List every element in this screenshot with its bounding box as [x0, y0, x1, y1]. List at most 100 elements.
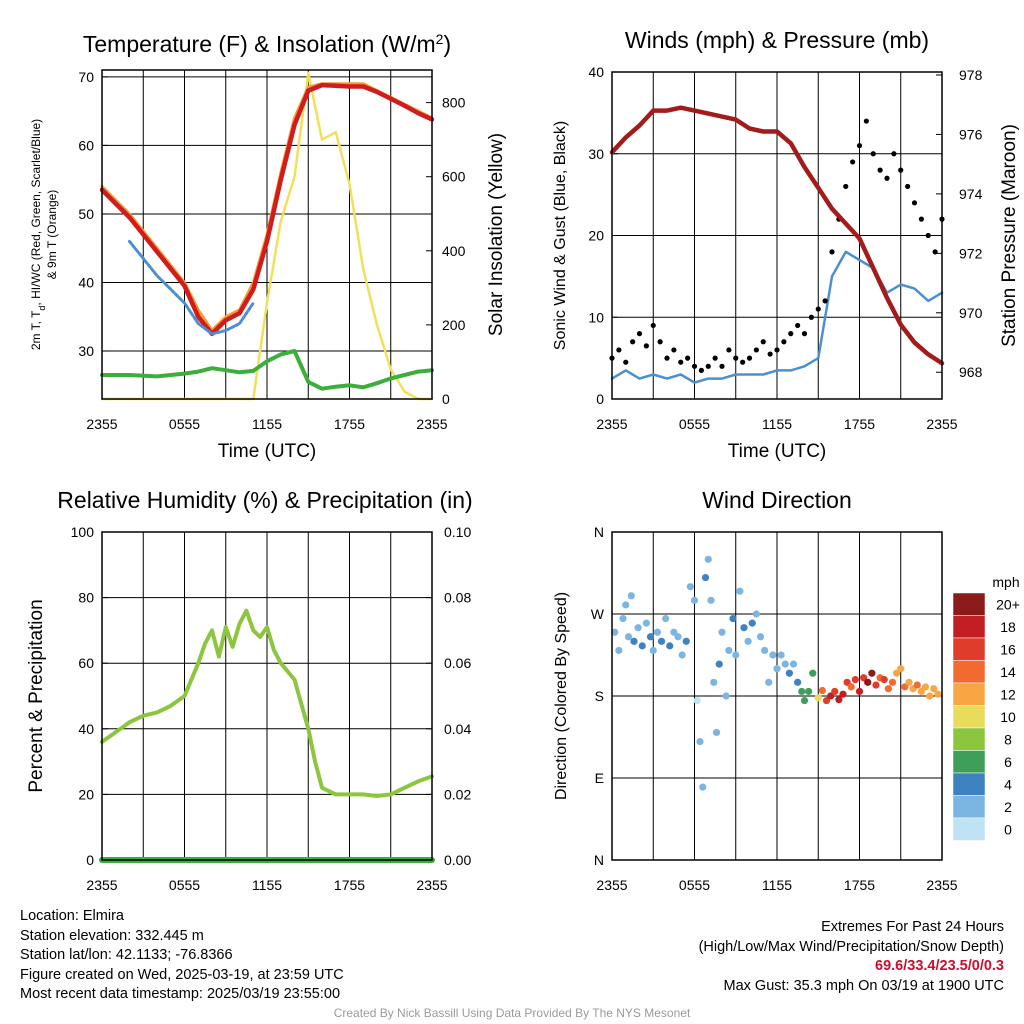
- direction-point: [818, 686, 826, 695]
- colorbar-label: 2: [1004, 799, 1012, 815]
- x-tick-label: 2355: [926, 877, 957, 893]
- direction-point: [682, 637, 690, 645]
- y-axis-label: Percent & Precipitation: [26, 599, 47, 792]
- y2-tick-label: 400: [442, 243, 466, 259]
- gust-point: [746, 355, 753, 361]
- direction-point: [718, 628, 726, 636]
- colorbar-swatch: [952, 637, 986, 661]
- extremes-title: Extremes For Past 24 Hours: [821, 919, 1004, 935]
- x-tick-label: 1755: [334, 416, 365, 432]
- direction-point: [835, 696, 843, 704]
- title-superscript: 2: [436, 31, 444, 47]
- y-label-part: , HI/WC (Red, Green, Scarlet/Blue): [29, 119, 43, 306]
- most-recent-timestamp: Most recent data timestamp: 2025/03/19 2…: [20, 986, 341, 1003]
- y-tick-label: 20: [588, 228, 604, 244]
- direction-point: [897, 665, 905, 673]
- y-tick-label: N: [594, 852, 604, 868]
- direction-point: [831, 687, 839, 696]
- series-line: [128, 239, 255, 336]
- gust-point: [719, 363, 725, 369]
- y-tick-label: W: [591, 606, 605, 622]
- gust-point: [788, 331, 794, 337]
- y-axis-label: 2m T, Td, HI/WC (Red, Green, Scarlet/Blu…: [29, 119, 47, 350]
- gust-point: [657, 339, 663, 345]
- x-axis-label: Time (UTC): [218, 441, 317, 462]
- gust-point: [808, 314, 814, 320]
- y-tick-label: 70: [78, 69, 94, 85]
- direction-point: [809, 669, 817, 677]
- y-tick-label: S: [595, 688, 604, 704]
- direction-point: [722, 692, 730, 700]
- direction-point: [693, 696, 701, 705]
- direction-point: [901, 683, 909, 691]
- y2-tick-label: 976: [959, 126, 983, 142]
- y-axis-label: Direction (Colored By Speed): [553, 592, 570, 800]
- gust-point: [774, 347, 780, 353]
- extremes-values: 69.6/33.4/23.5/0/0.3: [875, 958, 1004, 975]
- plot-border: [101, 531, 433, 861]
- x-tick-label: 0555: [169, 416, 200, 432]
- direction-point: [884, 685, 892, 693]
- direction-point: [666, 642, 674, 650]
- gust-point: [925, 232, 931, 239]
- gust-point: [705, 363, 711, 369]
- gust-point: [781, 339, 787, 345]
- gust-point: [671, 347, 677, 353]
- direction-point: [769, 651, 777, 659]
- colorbar-label: 16: [1000, 641, 1016, 657]
- gust-point: [691, 363, 698, 369]
- y-axis-label: Sonic Wind & Gust (Blue, Black): [552, 121, 569, 350]
- y-tick-label: 0: [596, 391, 604, 407]
- direction-point: [611, 628, 619, 636]
- y-tick-label: 10: [588, 309, 604, 325]
- extremes-fields: (High/Low/Max Wind/Precipitation/Snow De…: [698, 938, 1004, 955]
- gust-point: [815, 306, 821, 312]
- colorbar-label: 18: [1000, 619, 1016, 635]
- direction-point: [913, 681, 921, 689]
- y2-tick-label: 200: [442, 317, 466, 333]
- direction-point: [707, 596, 715, 604]
- direction-point: [690, 596, 699, 604]
- x-tick-label: 2355: [596, 416, 627, 432]
- direction-point: [729, 614, 737, 623]
- y-axis-label-line2: & 9m T (Orange): [45, 190, 59, 280]
- y-tick-label: 30: [588, 146, 604, 162]
- gust-point: [643, 343, 649, 349]
- direction-point: [868, 669, 876, 677]
- colorbar-swatch: [952, 682, 986, 706]
- direction-point: [752, 610, 760, 618]
- direction-point: [930, 685, 938, 693]
- gust-point: [911, 200, 918, 206]
- direction-point: [905, 678, 913, 686]
- x-tick-label: 0555: [679, 877, 710, 893]
- chart-title: Winds (mph) & Pressure (mb): [625, 27, 929, 53]
- direction-point: [827, 692, 835, 700]
- direction-point: [634, 624, 642, 632]
- direction-point: [678, 651, 686, 659]
- direction-point: [748, 619, 756, 627]
- station-info: Location: Elmira Station elevation: 332.…: [20, 907, 344, 1005]
- gust-point: [918, 216, 924, 222]
- rh-line: [100, 608, 434, 798]
- station-latlon: Station lat/lon: 42.1133; -76.8366: [20, 947, 233, 964]
- direction-point: [822, 696, 831, 705]
- y2-tick-label: 0.08: [444, 590, 471, 606]
- gust-point: [870, 151, 876, 157]
- x-tick-label: 2355: [596, 877, 627, 893]
- y2-tick-label: 600: [442, 169, 466, 185]
- direction-point: [934, 690, 942, 698]
- y-tick-label: N: [594, 524, 604, 540]
- direction-point: [851, 676, 859, 684]
- colorbar-label: 4: [1004, 776, 1012, 792]
- colorbar-swatch: [952, 727, 986, 751]
- x-tick-label: 2355: [86, 416, 117, 432]
- gust-point: [905, 183, 911, 190]
- y2-tick-label: 974: [959, 186, 983, 202]
- gust-point: [616, 347, 622, 353]
- x-tick-label: 2355: [926, 416, 957, 432]
- y2-tick-label: 0.06: [444, 655, 471, 671]
- direction-point: [653, 628, 661, 636]
- gust-point: [636, 331, 643, 337]
- colorbar-unit: mph: [992, 574, 1019, 590]
- direction-point: [649, 646, 657, 655]
